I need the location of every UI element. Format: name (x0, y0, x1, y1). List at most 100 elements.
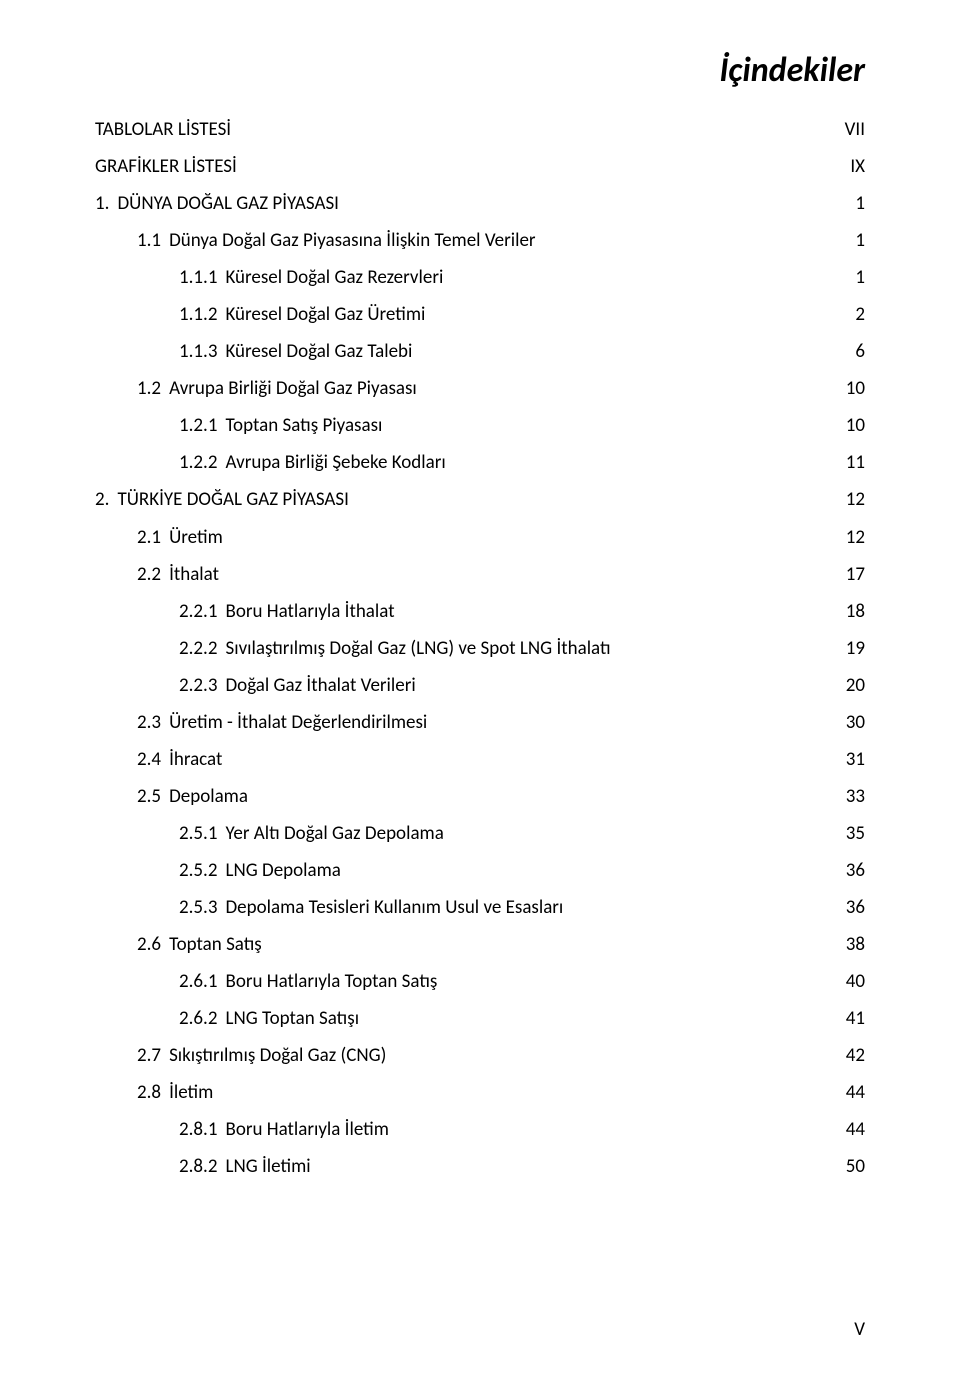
toc-entry-label: İthalat (169, 556, 219, 593)
toc-entry: 2.6Toptan Satış38 (95, 926, 865, 963)
toc-entry: GRAFİKLER LİSTESİIX (95, 148, 865, 185)
toc-entry-label: Yer Altı Doğal Gaz Depolama (225, 815, 443, 852)
toc-entry-page: 36 (837, 889, 865, 926)
toc-entry: 2.8.2LNG İletimi50 (95, 1148, 865, 1185)
toc-entry-page: 35 (837, 815, 865, 852)
toc-entry-label: Küresel Doğal Gaz Talebi (225, 333, 412, 370)
toc-entry-label: Depolama (169, 778, 248, 815)
toc-entry-number: 2.5 (137, 778, 169, 815)
toc-entry-label: TABLOLAR LİSTESİ (95, 111, 231, 148)
toc-entry-page: 33 (837, 778, 865, 815)
toc-entry: 1.2Avrupa Birliği Doğal Gaz Piyasası10 (95, 370, 865, 407)
toc-entry-label: İletim (169, 1074, 213, 1111)
toc-entry-label: İhracat (169, 741, 222, 778)
toc-entry-page: 19 (837, 630, 865, 667)
toc-entry: 2.4İhracat31 (95, 741, 865, 778)
toc-entry: 1.1Dünya Doğal Gaz Piyasasına İlişkin Te… (95, 222, 865, 259)
toc-entry: 1.DÜNYA DOĞAL GAZ PİYASASI 1 (95, 185, 865, 222)
toc-entry-label: GRAFİKLER LİSTESİ (95, 148, 237, 185)
toc-entry: 2.2.2Sıvılaştırılmış Doğal Gaz (LNG) ve … (95, 630, 865, 667)
toc-entry: 1.1.3Küresel Doğal Gaz Talebi6 (95, 333, 865, 370)
toc-entry-number: 1. (95, 185, 117, 222)
page-number: V (854, 1318, 865, 1341)
toc-entry: 2.3Üretim - İthalat Değerlendirilmesi 30 (95, 704, 865, 741)
toc-entry-label: DÜNYA DOĞAL GAZ PİYASASI (117, 185, 339, 222)
toc-entry-page: 10 (837, 407, 865, 444)
toc-entry-number: 2.5.3 (179, 889, 225, 926)
toc-entry-page: 11 (837, 444, 865, 481)
toc-entry: TABLOLAR LİSTESİ VII (95, 111, 865, 148)
toc-entry-page: 12 (837, 481, 865, 518)
toc-title: İçindekiler (95, 50, 865, 91)
toc-entry-label: Üretim (169, 519, 223, 556)
toc-entry-page: 42 (837, 1037, 865, 1074)
toc-entry-label: Sıkıştırılmış Doğal Gaz (CNG) (169, 1037, 386, 1074)
toc-entry-number: 2.2.3 (179, 667, 225, 704)
toc-entry-page: 12 (837, 519, 865, 556)
toc-entry-label: LNG Toptan Satışı (225, 1000, 359, 1037)
toc-entry-number: 2.2.2 (179, 630, 225, 667)
toc-entry-page: 44 (837, 1074, 865, 1111)
toc-entry-number: 2.8.2 (179, 1148, 225, 1185)
toc-entry: 1.1.2Küresel Doğal Gaz Üretimi 2 (95, 296, 865, 333)
toc-entry-page: 1 (837, 222, 865, 259)
toc-entry-label: Üretim - İthalat Değerlendirilmesi (169, 704, 427, 741)
toc-entry-number: 2.3 (137, 704, 169, 741)
toc-entry-page: 36 (837, 852, 865, 889)
toc-entry-page: 2 (837, 296, 865, 333)
toc-entry-number: 2.7 (137, 1037, 169, 1074)
toc-entry-label: TÜRKİYE DOĞAL GAZ PİYASASI (117, 481, 349, 518)
toc-entry: 2.2.3Doğal Gaz İthalat Verileri 20 (95, 667, 865, 704)
toc-entry-page: 1 (837, 185, 865, 222)
toc-entry-page: 17 (837, 556, 865, 593)
toc-entry-label: Dünya Doğal Gaz Piyasasına İlişkin Temel… (169, 222, 535, 259)
toc-entry: 2.5.3Depolama Tesisleri Kullanım Usul ve… (95, 889, 865, 926)
toc-entry: 2.2.1Boru Hatlarıyla İthalat 18 (95, 593, 865, 630)
toc-entry-number: 2.5.1 (179, 815, 225, 852)
toc-entry: 1.2.2Avrupa Birliği Şebeke Kodları 11 (95, 444, 865, 481)
toc-entry-label: Depolama Tesisleri Kullanım Usul ve Esas… (225, 889, 563, 926)
page: İçindekiler TABLOLAR LİSTESİVIIGRAFİKLER… (0, 0, 960, 1373)
toc-entry: 1.2.1Toptan Satış Piyasası10 (95, 407, 865, 444)
toc-entry-label: Boru Hatlarıyla Toptan Satış (225, 963, 437, 1000)
toc-entry-page: 40 (837, 963, 865, 1000)
toc-entry-page: 1 (837, 259, 865, 296)
toc-entry-page: VII (837, 111, 865, 148)
toc-entry-label: Boru Hatlarıyla İthalat (225, 593, 394, 630)
toc-entry: 2.7Sıkıştırılmış Doğal Gaz (CNG) 42 (95, 1037, 865, 1074)
toc-entry-page: 31 (837, 741, 865, 778)
toc-entry-number: 1.1.1 (179, 259, 225, 296)
toc-entry-number: 2.6.1 (179, 963, 225, 1000)
toc-entry-label: Avrupa Birliği Şebeke Kodları (225, 444, 445, 481)
toc-entry-number: 2.1 (137, 519, 169, 556)
toc-entry-page: 20 (837, 667, 865, 704)
toc-entry-label: Doğal Gaz İthalat Verileri (225, 667, 415, 704)
toc-entry: 2.1Üretim 12 (95, 519, 865, 556)
toc-entry: 2.5.1Yer Altı Doğal Gaz Depolama 35 (95, 815, 865, 852)
toc-entry-page: 38 (837, 926, 865, 963)
toc-entry: 2.2İthalat17 (95, 556, 865, 593)
toc-entry-page: 18 (837, 593, 865, 630)
toc-entry-number: 2.2.1 (179, 593, 225, 630)
toc-entry-page: 10 (837, 370, 865, 407)
toc-entry-number: 1.1 (137, 222, 169, 259)
toc-entry-number: 1.1.2 (179, 296, 225, 333)
toc-entry: 2.TÜRKİYE DOĞAL GAZ PİYASASI 12 (95, 481, 865, 518)
toc-entry-page: 44 (837, 1111, 865, 1148)
toc-entry-label: Boru Hatlarıyla İletim (225, 1111, 388, 1148)
toc-entry-label: Toptan Satış (169, 926, 262, 963)
toc-entry-page: 30 (837, 704, 865, 741)
toc-entry-number: 2. (95, 481, 117, 518)
toc-entry-number: 1.1.3 (179, 333, 225, 370)
toc-entry-page: 50 (837, 1148, 865, 1185)
toc-entry-label: Sıvılaştırılmış Doğal Gaz (LNG) ve Spot … (225, 630, 610, 667)
toc-entry: 2.8İletim 44 (95, 1074, 865, 1111)
toc-entry-number: 2.6.2 (179, 1000, 225, 1037)
toc-entry-number: 2.8.1 (179, 1111, 225, 1148)
toc-entry-label: Küresel Doğal Gaz Üretimi (225, 296, 425, 333)
toc-entry-number: 2.8 (137, 1074, 169, 1111)
toc-entry-number: 1.2.2 (179, 444, 225, 481)
toc-entry-label: LNG Depolama (225, 852, 340, 889)
toc-entry-number: 1.2 (137, 370, 169, 407)
toc-entry: 2.5.2LNG Depolama36 (95, 852, 865, 889)
